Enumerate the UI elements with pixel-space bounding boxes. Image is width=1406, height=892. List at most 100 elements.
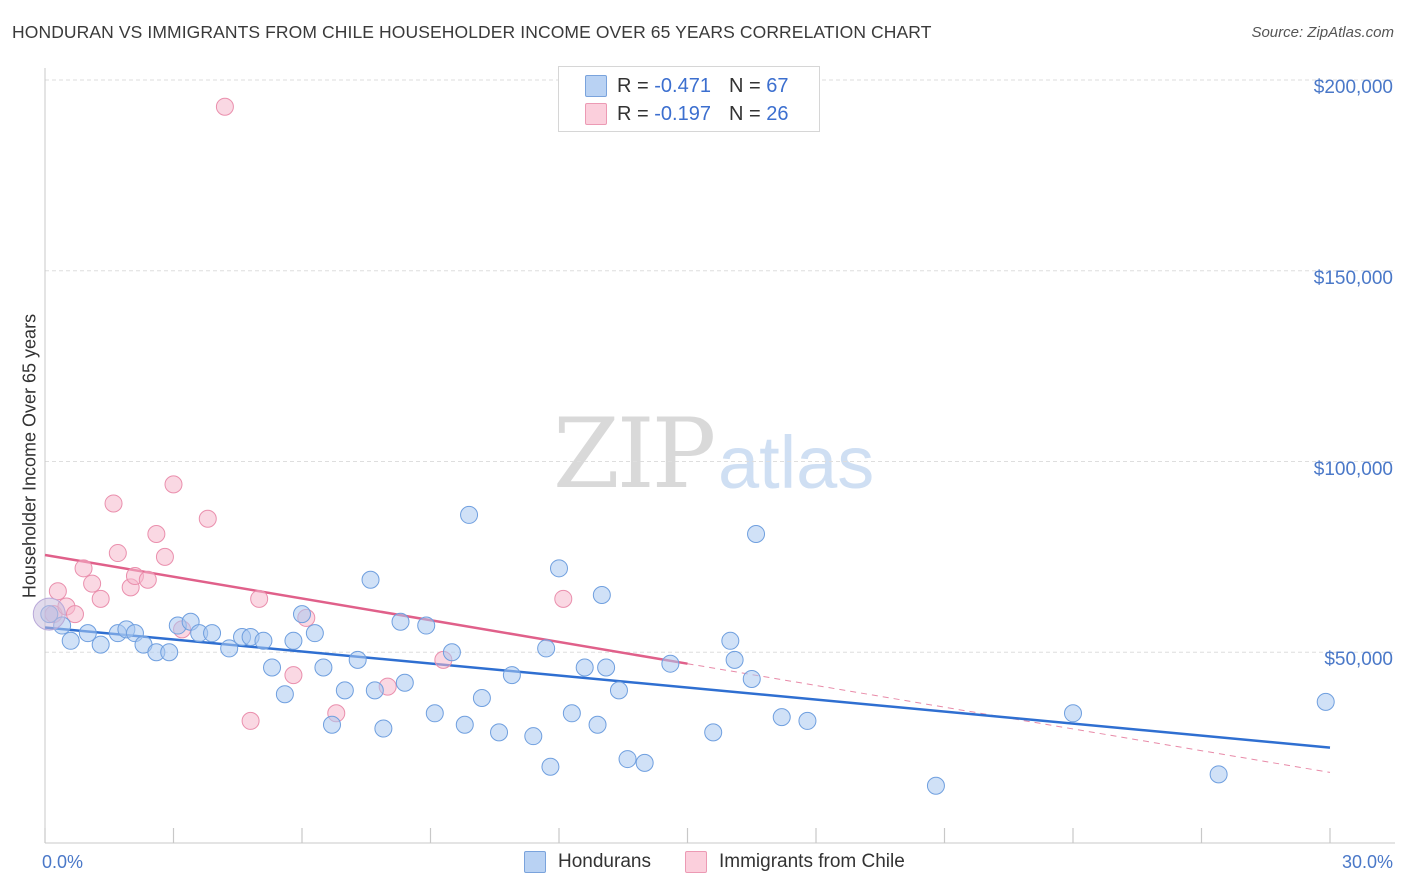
point-hondurans xyxy=(275,685,294,704)
point-hondurans xyxy=(926,776,945,795)
point-hondurans xyxy=(618,750,637,769)
point-chile xyxy=(554,589,573,608)
point-hondurans xyxy=(704,723,723,742)
point-chile xyxy=(284,666,303,685)
x-tick-label-right: 30.0% xyxy=(1341,852,1393,872)
point-hondurans xyxy=(78,624,97,643)
point-hondurans xyxy=(725,650,744,669)
legend-n-label: N = xyxy=(728,102,761,125)
point-hondurans xyxy=(254,631,273,650)
point-hondurans xyxy=(472,689,491,708)
point-hondurans xyxy=(335,681,354,700)
point-hondurans xyxy=(460,505,479,524)
point-hondurans xyxy=(442,643,461,662)
point-hondurans xyxy=(91,635,110,654)
data-points xyxy=(32,97,1335,795)
source-credit: Source: ZipAtlas.com xyxy=(1251,24,1394,41)
y-tick-label: $50,000 xyxy=(1324,649,1393,671)
point-hondurans xyxy=(721,631,740,650)
point-hondurans xyxy=(502,666,521,685)
bottom-legend-chile: Immigrants from Chile xyxy=(685,851,905,873)
trend-line-hondurans xyxy=(44,626,1331,749)
point-hondurans xyxy=(609,681,628,700)
point-hondurans xyxy=(537,639,556,658)
point-hondurans xyxy=(417,616,436,635)
bottom-legend-hondurans: Hondurans xyxy=(524,851,651,873)
trend-lines xyxy=(44,553,1331,773)
point-hondurans xyxy=(541,757,560,776)
point-hondurans xyxy=(1064,704,1082,723)
point-hondurans xyxy=(322,715,341,734)
point-hondurans xyxy=(798,711,817,730)
bottom-legend-swatch-hondurans xyxy=(524,851,546,873)
point-hondurans xyxy=(550,559,568,578)
point-chile xyxy=(147,524,166,543)
point-hondurans xyxy=(490,723,509,742)
point-hondurans xyxy=(220,639,239,658)
point-chile xyxy=(138,570,157,589)
point-chile xyxy=(215,97,234,116)
point-hondurans xyxy=(365,681,384,700)
point-hondurans xyxy=(61,631,80,650)
point-hondurans xyxy=(562,704,581,723)
legend-n-value-hondurans: 67 xyxy=(766,74,789,97)
point-hondurans xyxy=(314,658,333,677)
point-hondurans xyxy=(391,612,410,631)
point-chile xyxy=(65,605,84,624)
point-chile xyxy=(155,547,174,566)
bottom-legend-label-hondurans: Hondurans xyxy=(558,851,651,872)
point-hondurans xyxy=(661,654,680,673)
point-hondurans xyxy=(263,658,282,677)
y-tick-label: $150,000 xyxy=(1313,267,1393,289)
point-chile xyxy=(48,582,67,601)
point-hondurans xyxy=(374,719,393,738)
legend-swatch-hondurans xyxy=(585,75,607,97)
trend-line-chile-extension xyxy=(687,663,1331,773)
legend-row-chile: R = -0.197 N = 26 xyxy=(585,101,788,127)
point-chile xyxy=(91,589,110,608)
point-chile xyxy=(241,711,260,730)
point-hondurans xyxy=(1316,692,1335,711)
point-hondurans xyxy=(772,708,791,727)
legend-r-value-chile: -0.197 xyxy=(654,102,711,125)
point-hondurans xyxy=(524,727,543,746)
point-hondurans xyxy=(293,605,311,624)
legend-r-label: R = xyxy=(617,102,649,125)
point-hondurans xyxy=(597,658,616,677)
point-chile xyxy=(164,475,183,494)
point-chile xyxy=(104,494,123,513)
point-hondurans xyxy=(395,673,414,692)
point-hondurans xyxy=(348,650,367,669)
point-hondurans xyxy=(160,643,179,662)
gridlines xyxy=(45,79,1395,653)
bottom-legend-label-chile: Immigrants from Chile xyxy=(719,851,905,872)
point-cluster xyxy=(32,597,66,631)
point-hondurans xyxy=(455,715,474,734)
y-tick-label: $100,000 xyxy=(1313,458,1393,480)
point-hondurans xyxy=(203,624,222,643)
legend-n-value-chile: 26 xyxy=(766,102,789,125)
point-hondurans xyxy=(305,624,324,643)
legend-n-label: N = xyxy=(728,74,761,97)
chart-title: HONDURAN VS IMMIGRANTS FROM CHILE HOUSEH… xyxy=(12,22,932,42)
x-tick-label-left: 0.0% xyxy=(42,852,84,872)
legend-swatch-chile xyxy=(585,103,607,125)
legend-r-value-hondurans: -0.471 xyxy=(654,74,711,97)
point-hondurans xyxy=(592,586,611,605)
point-chile xyxy=(108,544,127,563)
legend-r-label: R = xyxy=(617,74,649,97)
point-hondurans xyxy=(635,753,654,772)
legend-row-hondurans: R = -0.471 N = 67 xyxy=(585,73,788,99)
point-chile xyxy=(250,589,269,608)
watermark-atlas: atlas xyxy=(718,421,875,504)
bottom-legend-swatch-chile xyxy=(685,851,707,873)
point-chile xyxy=(83,574,102,593)
point-hondurans xyxy=(1209,765,1228,784)
watermark-zip: ZIP xyxy=(553,398,716,510)
point-hondurans xyxy=(361,570,380,589)
point-hondurans xyxy=(425,704,444,723)
point-hondurans xyxy=(575,658,594,677)
correlation-legend: R = -0.471 N = 67 R = -0.197 N = 26 xyxy=(558,66,820,132)
point-hondurans xyxy=(747,524,766,543)
